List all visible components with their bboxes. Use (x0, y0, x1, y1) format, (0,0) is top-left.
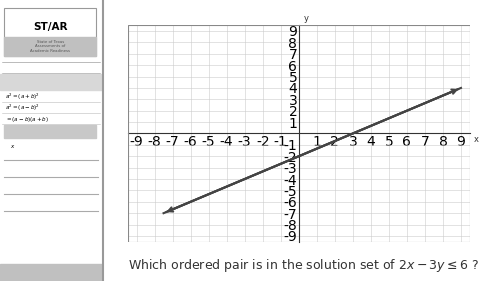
Text: y: y (304, 14, 308, 23)
Text: State of Texas
Assessments of
Academic Readiness: State of Texas Assessments of Academic R… (30, 40, 70, 53)
Bar (0, 264, 102, 281)
Text: $a^2 = (a + b)^2$: $a^2 = (a + b)^2$ (5, 92, 40, 102)
Text: x: x (474, 135, 478, 144)
Text: $a^2 = (a - b)^2$: $a^2 = (a - b)^2$ (5, 103, 40, 113)
Bar (4, 8, 96, 56)
Bar (4, 37, 96, 56)
Text: Which ordered pair is in the solution set of $2x - 3y \leq 6$ ?: Which ordered pair is in the solution se… (128, 257, 479, 274)
Text: $= (a - b)(a + b)$: $= (a - b)(a + b)$ (5, 115, 49, 124)
Bar (4, 125, 96, 138)
Text: x: x (10, 144, 14, 149)
Text: ST/AR: ST/AR (33, 22, 68, 32)
Bar (0, 74, 102, 90)
